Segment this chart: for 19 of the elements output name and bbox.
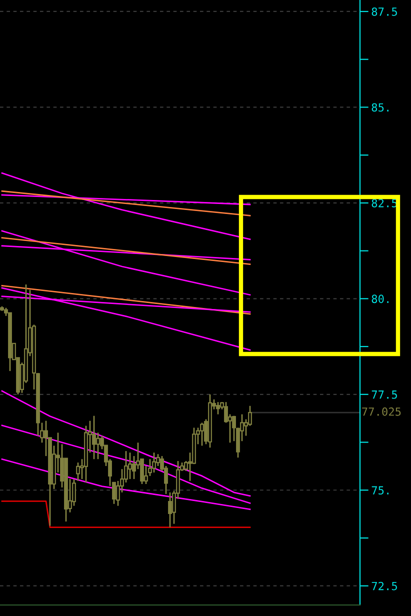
y-tick-label: 85. [372,103,389,112]
candlestick [168,492,172,528]
y-tick-label: 87.5 [372,7,397,16]
y-tick-label: 75. [372,486,389,495]
line-series [1,458,251,510]
candlestick [152,452,156,474]
candlestick [128,452,132,480]
candlestick [92,415,96,460]
line-series [1,424,251,504]
candlestick [216,401,220,416]
candlestick [96,432,100,460]
ref-line-label: 77.025 [362,407,401,416]
y-tick-label: 80. [372,294,389,304]
y-tick-label: 72.5 [372,582,397,590]
candlestick [200,422,204,446]
candlestick [76,462,80,482]
line-series [1,172,251,240]
y-tick-label: 77.5 [372,390,397,399]
line-series [1,390,251,497]
